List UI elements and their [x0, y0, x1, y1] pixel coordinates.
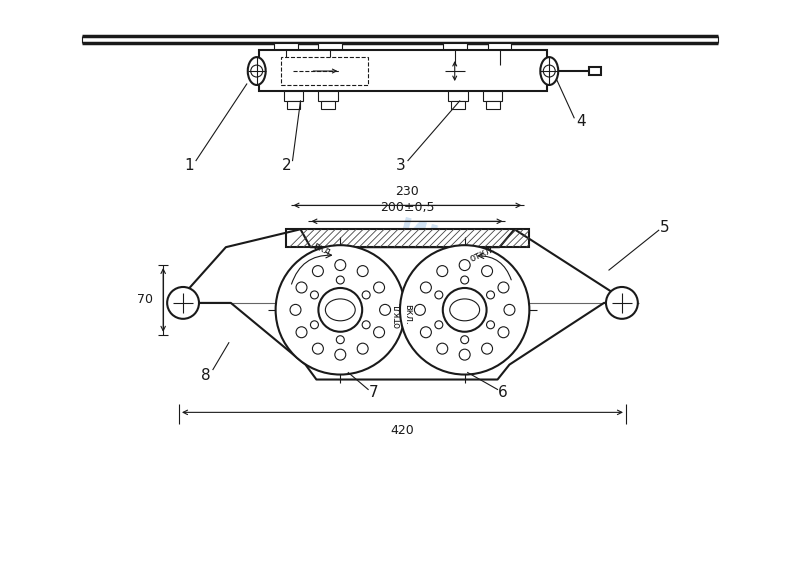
Circle shape: [461, 276, 469, 284]
Bar: [274, 43, 298, 57]
Bar: [318, 43, 342, 57]
Circle shape: [459, 349, 470, 360]
Bar: [286, 229, 530, 247]
Text: 5: 5: [660, 220, 670, 235]
Text: 230: 230: [395, 185, 419, 198]
Text: 8: 8: [201, 368, 210, 383]
Text: вкл.: вкл.: [403, 305, 413, 325]
Circle shape: [459, 259, 470, 271]
Circle shape: [335, 259, 346, 271]
Circle shape: [296, 282, 307, 293]
Text: 2: 2: [282, 158, 291, 173]
Text: откл.: откл.: [392, 302, 402, 328]
Bar: [482, 91, 502, 101]
Ellipse shape: [450, 299, 480, 321]
Bar: [487, 43, 511, 57]
Circle shape: [358, 266, 368, 276]
Text: ИНФО
РМ.РУ: ИНФО РМ.РУ: [382, 215, 518, 315]
Ellipse shape: [326, 299, 355, 321]
Text: 6: 6: [498, 385, 507, 400]
Circle shape: [167, 287, 199, 319]
Circle shape: [318, 288, 362, 332]
Circle shape: [362, 321, 370, 329]
Text: 7: 7: [368, 385, 378, 400]
Circle shape: [498, 282, 509, 293]
Circle shape: [313, 343, 323, 354]
Text: 4: 4: [576, 114, 586, 129]
Bar: [322, 57, 338, 65]
Circle shape: [543, 65, 555, 77]
Circle shape: [435, 321, 443, 329]
Bar: [491, 57, 507, 65]
Bar: [442, 43, 466, 57]
Bar: [258, 50, 547, 91]
Circle shape: [313, 266, 323, 276]
Circle shape: [504, 305, 515, 315]
Circle shape: [421, 282, 431, 293]
Bar: [286, 101, 301, 109]
Circle shape: [336, 336, 344, 344]
Text: 200±0,5: 200±0,5: [380, 201, 434, 214]
Text: 3: 3: [396, 158, 406, 173]
Polygon shape: [176, 229, 629, 380]
Circle shape: [374, 282, 385, 293]
Circle shape: [461, 336, 469, 344]
Bar: [278, 57, 294, 65]
Bar: [283, 91, 303, 101]
Text: вкл.: вкл.: [311, 241, 334, 259]
Text: 70: 70: [138, 293, 154, 306]
Circle shape: [310, 321, 318, 329]
Ellipse shape: [540, 57, 558, 85]
Circle shape: [250, 65, 262, 77]
Circle shape: [437, 343, 448, 354]
Circle shape: [421, 327, 431, 338]
Text: откл.: откл.: [468, 243, 497, 263]
Circle shape: [362, 291, 370, 299]
Circle shape: [482, 266, 493, 276]
Circle shape: [310, 291, 318, 299]
Text: 420: 420: [390, 424, 414, 437]
Bar: [281, 57, 368, 85]
Circle shape: [276, 245, 405, 375]
Circle shape: [358, 343, 368, 354]
Circle shape: [435, 291, 443, 299]
Circle shape: [380, 305, 390, 315]
Circle shape: [335, 349, 346, 360]
Bar: [450, 101, 465, 109]
Bar: [486, 101, 499, 109]
Circle shape: [296, 327, 307, 338]
Bar: [446, 57, 462, 65]
Circle shape: [290, 305, 301, 315]
Ellipse shape: [248, 57, 266, 85]
Bar: [322, 101, 335, 109]
Circle shape: [482, 343, 493, 354]
Circle shape: [400, 245, 530, 375]
Circle shape: [374, 327, 385, 338]
Circle shape: [336, 276, 344, 284]
Circle shape: [486, 321, 494, 329]
Circle shape: [442, 288, 486, 332]
Bar: [448, 91, 468, 101]
Circle shape: [486, 291, 494, 299]
Text: 1: 1: [184, 158, 194, 173]
Circle shape: [606, 287, 638, 319]
Circle shape: [437, 266, 448, 276]
Bar: [589, 67, 601, 75]
Circle shape: [414, 305, 426, 315]
Circle shape: [498, 327, 509, 338]
Bar: [318, 91, 338, 101]
